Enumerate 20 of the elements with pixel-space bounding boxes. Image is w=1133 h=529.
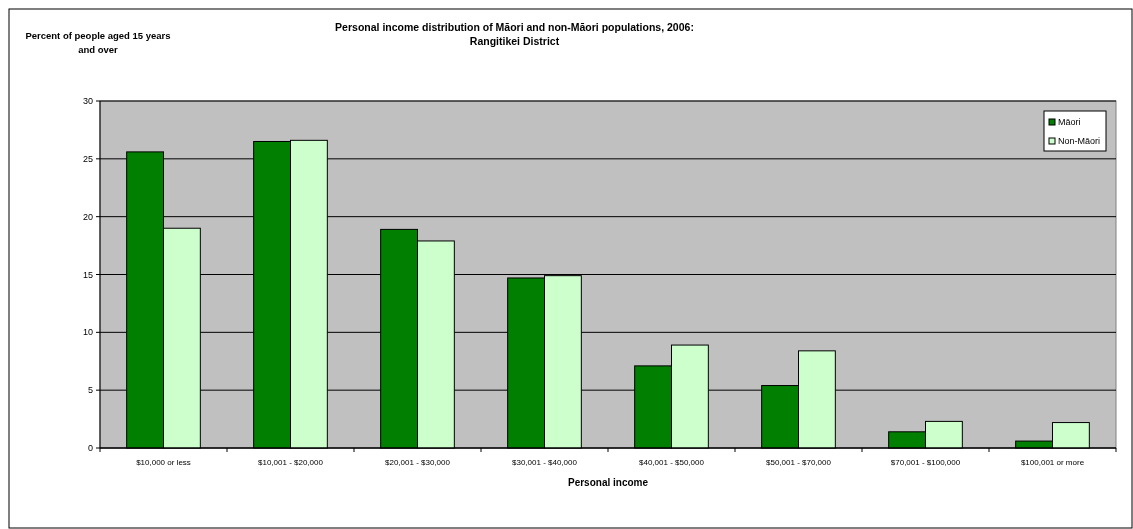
y-tick-label: 0 — [87, 443, 93, 454]
x-tick-label: $70,001 - $100,000 — [890, 458, 961, 467]
y-tick-label: 15 — [82, 269, 93, 280]
legend-label: Māori — [1058, 117, 1081, 128]
x-tick-label: $10,001 - $20,000 — [258, 458, 324, 467]
y-tick-label: 25 — [82, 153, 93, 164]
x-tick-label: $40,001 - $50,000 — [639, 458, 705, 467]
x-tick-label: $20,001 - $30,000 — [385, 458, 451, 467]
y-tick-label: 30 — [82, 96, 93, 107]
x-tick-label: $30,001 - $40,000 — [512, 458, 578, 467]
y-tick-label: 20 — [82, 211, 93, 222]
legend-label: Non-Māori — [1058, 136, 1101, 147]
x-tick-label: $100,001 or more — [1020, 458, 1085, 467]
x-axis-title: Personal income — [567, 477, 649, 488]
y-axis-title: Percent of people aged 15 years and over — [25, 30, 171, 55]
y-tick-label: 5 — [87, 385, 93, 396]
x-tick-label: $10,000 or less — [136, 458, 191, 467]
x-tick-label: $50,001 - $70,000 — [766, 458, 832, 467]
y-tick-label: 10 — [82, 327, 93, 338]
chart-title: Personal income distribution of Māori and non-Māori populations, 2006: Rangitikei District — [335, 21, 694, 47]
